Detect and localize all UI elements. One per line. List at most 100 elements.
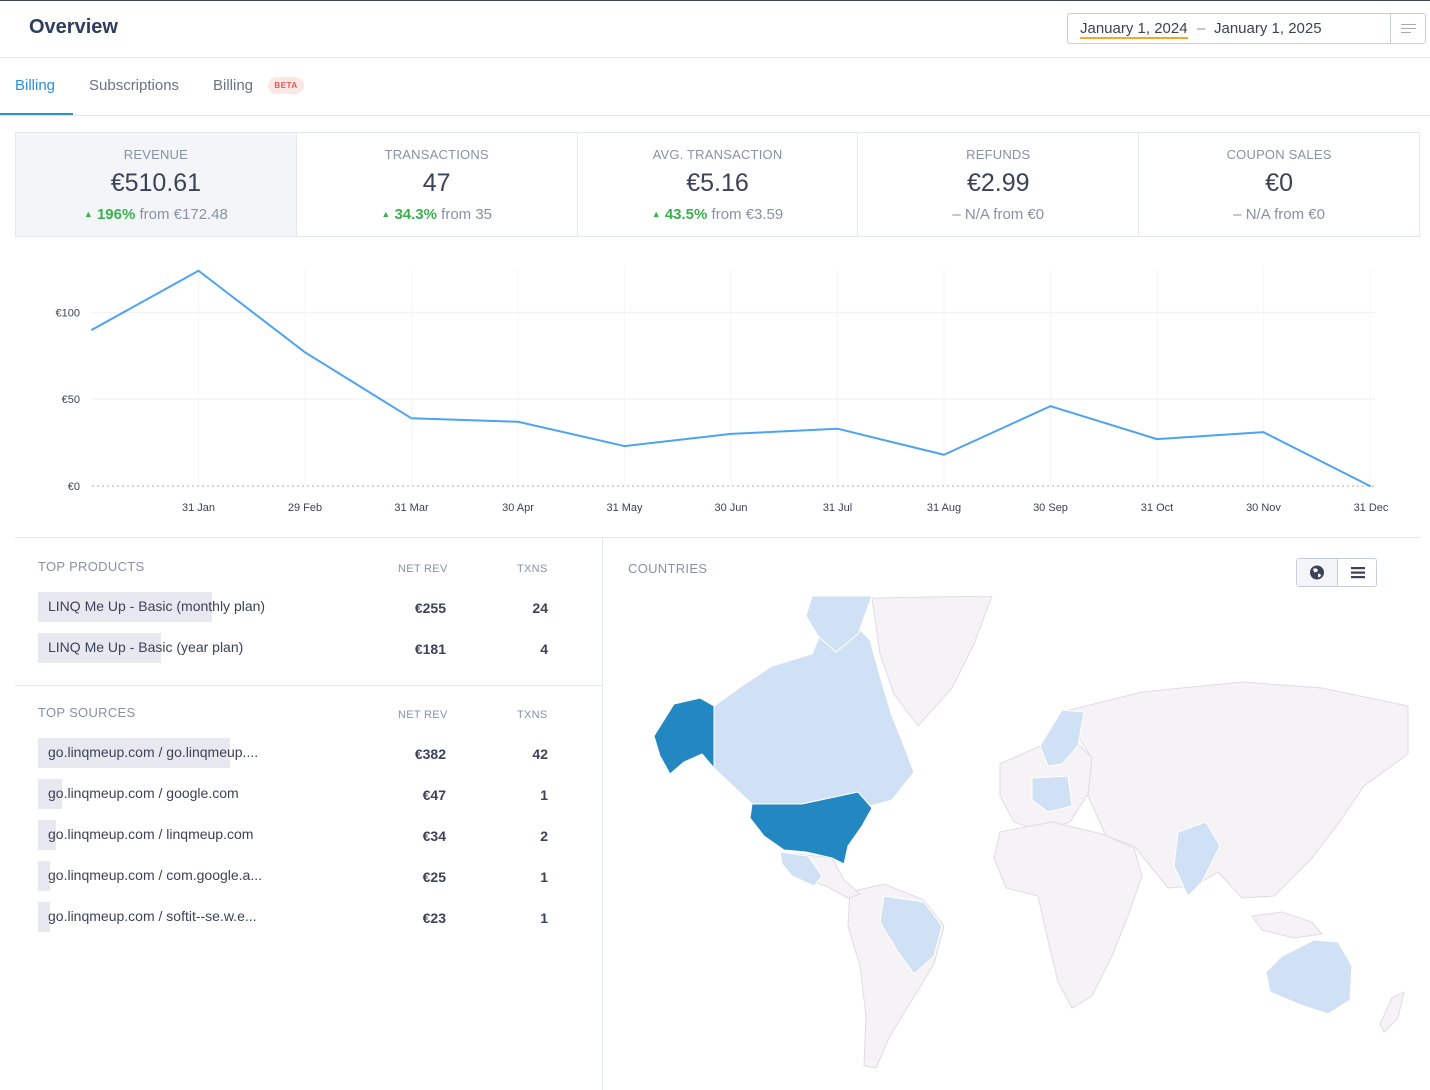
x-tick-label: 31 May — [606, 502, 643, 514]
kpi-avg-transaction[interactable]: AVG. TRANSACTION €5.16 ▲ 43.5% from €3.5… — [578, 133, 859, 236]
net-rev: €25 — [422, 869, 446, 885]
share-bar — [38, 861, 50, 891]
country-australia — [1265, 939, 1353, 1015]
share-bar — [38, 738, 230, 768]
kpi-label: COUPON SALES — [1226, 147, 1332, 162]
txns: 4 — [540, 641, 548, 657]
source-name: go.linqmeup.com / linqmeup.com — [48, 826, 254, 842]
x-tick-label: 31 Jul — [823, 502, 852, 514]
kpi-value: €2.99 — [967, 169, 1030, 197]
txns: 24 — [532, 600, 548, 616]
region-scandinavia — [1039, 709, 1085, 767]
x-tick-label: 31 Jan — [182, 502, 215, 514]
data-point — [304, 351, 306, 354]
divider — [15, 537, 1420, 538]
net-rev: €23 — [422, 910, 446, 926]
data-point — [197, 269, 200, 272]
divider — [602, 538, 603, 1090]
tab-subscriptions[interactable]: Subscriptions — [89, 77, 180, 94]
net-rev: €382 — [414, 746, 446, 762]
txns: 2 — [540, 828, 548, 844]
data-point — [836, 427, 839, 430]
kpi-transactions[interactable]: TRANSACTIONS 47 ▲ 34.3% from 35 — [297, 133, 578, 236]
x-tick-label: 31 Dec — [1354, 502, 1389, 514]
source-name: go.linqmeup.com / com.google.a... — [48, 867, 263, 883]
world-map — [653, 596, 1409, 1069]
date-menu-button[interactable] — [1390, 14, 1425, 43]
product-name: LINQ Me Up - Basic (monthly plan) — [48, 598, 266, 614]
data-point — [623, 445, 626, 448]
y-tick-label: €50 — [62, 394, 80, 406]
x-tick-label: 30 Nov — [1246, 502, 1281, 514]
country-mexico — [779, 851, 823, 887]
data-point — [943, 453, 945, 456]
list-item[interactable]: LINQ Me Up - Basic (year plan) €181 4 — [38, 633, 558, 663]
kpi-label: AVG. TRANSACTION — [652, 147, 783, 162]
data-point — [730, 432, 732, 435]
kpi-change: ▲ 196% from €172.48 — [83, 206, 228, 223]
net-rev: €255 — [414, 600, 446, 616]
map-view-button[interactable] — [1297, 559, 1338, 586]
kpi-label: REFUNDS — [966, 147, 1031, 162]
txns: 1 — [540, 787, 548, 803]
map-top — [653, 697, 873, 865]
up-arrow-icon: ▲ — [651, 209, 661, 219]
list-item[interactable]: LINQ Me Up - Basic (monthly plan) €255 2… — [38, 592, 558, 622]
kpi-revenue[interactable]: REVENUE €510.61 ▲ 196% from €172.48 — [16, 133, 297, 236]
net-rev: €34 — [422, 828, 446, 844]
x-tick-label: 31 Mar — [394, 502, 429, 514]
region-central-europe — [1031, 775, 1073, 813]
region-new-zealand — [1379, 991, 1405, 1033]
date-end[interactable]: January 1, 2025 — [1214, 20, 1322, 37]
tab-billing[interactable]: Billing — [15, 77, 56, 94]
tab-bar: Billing Subscriptions Billing BETA — [0, 58, 1430, 116]
kpi-value: 47 — [422, 169, 451, 197]
col-header-net-rev: NET REV — [398, 563, 448, 575]
kpi-change: ▲ 43.5% from €3.59 — [651, 206, 784, 223]
x-tick-label: 31 Oct — [1141, 502, 1173, 514]
globe-icon — [1310, 565, 1324, 580]
countries-title: COUNTRIES — [628, 561, 708, 576]
top-sources-title: TOP SOURCES — [38, 705, 136, 720]
date-separator: – — [1197, 20, 1206, 37]
kpi-coupon-sales[interactable]: COUPON SALES €0 – N/A from €0 — [1139, 133, 1419, 236]
data-point — [1156, 438, 1158, 441]
kpi-strip: REVENUE €510.61 ▲ 196% from €172.48 TRAN… — [15, 132, 1420, 237]
x-tick-label: 30 Apr — [502, 502, 534, 514]
list-item[interactable]: go.linqmeup.com / go.linqmeup.... €382 4… — [38, 738, 558, 768]
list-item[interactable]: go.linqmeup.com / linqmeup.com €34 2 — [38, 820, 558, 850]
list-item[interactable]: go.linqmeup.com / google.com €47 1 — [38, 779, 558, 809]
date-start[interactable]: January 1, 2024 — [1080, 20, 1188, 39]
list-view-button[interactable] — [1338, 559, 1378, 586]
top-products-title: TOP PRODUCTS — [38, 559, 145, 574]
y-tick-label: €0 — [68, 481, 80, 493]
data-point — [1369, 485, 1371, 487]
kpi-refunds[interactable]: REFUNDS €2.99 – N/A from €0 — [858, 133, 1140, 236]
tab-billing-beta[interactable]: Billing — [213, 77, 254, 94]
kpi-value: €0 — [1265, 169, 1293, 197]
txns: 1 — [540, 910, 548, 926]
country-greenland — [871, 596, 993, 727]
data-point — [91, 328, 93, 331]
list-item[interactable]: go.linqmeup.com / com.google.a... €25 1 — [38, 861, 558, 891]
date-range-picker[interactable]: January 1, 2024 – January 1, 2025 — [1067, 13, 1426, 44]
kpi-change: – N/A from €0 — [952, 206, 1045, 223]
map-mid — [713, 596, 1353, 1015]
share-bar — [38, 592, 212, 622]
share-bar — [38, 779, 62, 809]
txns: 1 — [540, 869, 548, 885]
data-point — [410, 417, 413, 420]
list-item[interactable]: go.linqmeup.com / softit--se.w.e... €23 … — [38, 902, 558, 932]
top-border — [0, 0, 1430, 1]
x-tick-label: 29 Feb — [288, 502, 322, 514]
source-name: go.linqmeup.com / softit--se.w.e... — [48, 908, 257, 924]
kpi-label: TRANSACTIONS — [384, 147, 489, 162]
canada-arctic-islands — [805, 596, 873, 653]
data-point — [517, 420, 519, 423]
beta-badge: BETA — [268, 77, 304, 94]
share-bar — [38, 820, 56, 850]
country-brazil — [879, 895, 943, 975]
kpi-value: €510.61 — [110, 169, 202, 197]
net-rev: €47 — [422, 787, 446, 803]
y-tick-label: €100 — [56, 307, 80, 319]
